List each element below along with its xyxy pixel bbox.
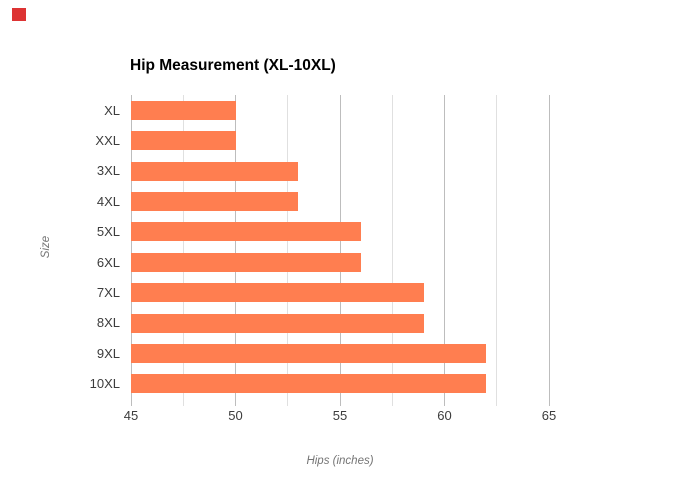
x-axis-title: Hips (inches) xyxy=(306,455,374,467)
gridline-minor xyxy=(182,95,184,399)
bar-xl[interactable] xyxy=(131,100,236,120)
gridline-major xyxy=(444,95,445,399)
gridline-major xyxy=(548,95,550,399)
chart-title: Hip Measurement (XL-10XL) xyxy=(130,57,336,74)
y-label-8xl: 8XL xyxy=(96,315,120,331)
gridline-major xyxy=(130,95,132,399)
y-label-10xl: 10XL xyxy=(89,376,120,392)
y-label-7xl: 7XL xyxy=(96,285,120,301)
y-label-3xl: 3XL xyxy=(96,163,120,179)
y-label-xxl: XXL xyxy=(95,133,120,149)
x-tick-label-60: 60 xyxy=(437,408,452,423)
axis-tick xyxy=(235,399,236,406)
bar-xxl[interactable] xyxy=(131,131,236,151)
bar-5xl[interactable] xyxy=(131,222,361,242)
bar-4xl[interactable] xyxy=(131,191,299,211)
bar-9xl[interactable] xyxy=(131,343,487,363)
bar-3xl[interactable] xyxy=(131,161,299,181)
gridline-minor xyxy=(496,95,498,399)
x-tick-label-55: 55 xyxy=(332,408,348,423)
axis-tick xyxy=(391,399,393,406)
bar-7xl[interactable] xyxy=(131,283,424,303)
x-tick-label-65: 65 xyxy=(541,408,557,423)
axis-tick xyxy=(444,399,445,406)
gridline-major xyxy=(235,95,236,399)
plot-area xyxy=(130,95,550,406)
gridline-minor xyxy=(391,95,393,399)
axis-tick xyxy=(339,399,341,406)
bar-6xl[interactable] xyxy=(131,252,361,272)
y-label-6xl: 6XL xyxy=(96,254,120,270)
x-tick-label-50: 50 xyxy=(228,408,243,423)
gridline-major xyxy=(339,95,341,399)
axis-tick xyxy=(182,399,184,406)
corner-marker xyxy=(12,8,26,21)
axis-tick xyxy=(287,399,289,406)
y-label-4xl: 4XL xyxy=(96,193,120,209)
bar-8xl[interactable] xyxy=(131,313,424,333)
axis-tick xyxy=(130,399,132,406)
axis-tick xyxy=(548,399,550,406)
bar-10xl[interactable] xyxy=(131,374,487,394)
axis-tick xyxy=(496,399,498,406)
y-label-xl: XL xyxy=(104,102,120,118)
y-label-5xl: 5XL xyxy=(96,224,120,240)
y-label-9xl: 9XL xyxy=(96,345,120,361)
gridline-minor xyxy=(287,95,289,399)
x-tick-label-45: 45 xyxy=(123,408,139,423)
